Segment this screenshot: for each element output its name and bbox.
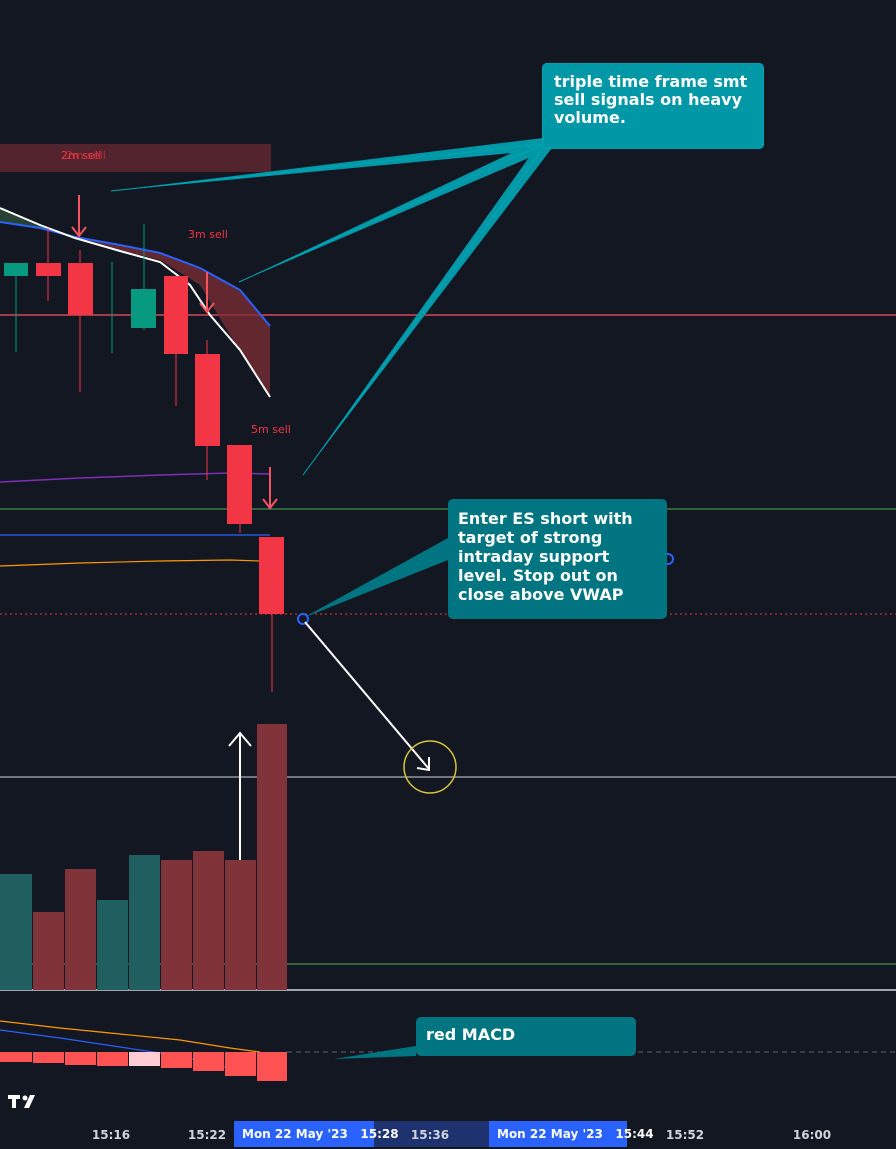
- sell-arrow-icon: [199, 272, 215, 314]
- signal-label-3m: 3m sell: [188, 228, 228, 241]
- pointer-smt-3: [303, 142, 552, 475]
- candle-bull: [4, 263, 28, 276]
- crosshair-time-label: Mon 22 May '23 15:44: [489, 1121, 654, 1147]
- macd-bar: [257, 1052, 287, 1081]
- macd-bar: [225, 1052, 256, 1076]
- time-axis-selection-range: [374, 1121, 489, 1147]
- time-tick-label: 15:36: [410, 1128, 450, 1142]
- volume-bar-bear: [193, 851, 224, 990]
- volume-bar-bear: [161, 860, 192, 990]
- crosshair-time-label: Mon 22 May '23 15:28: [234, 1121, 399, 1147]
- candle-bull: [131, 289, 156, 328]
- volume-arrow-head-icon: [228, 731, 252, 747]
- signal-label-2m: 2m sell: [61, 149, 101, 162]
- candle-bear: [36, 263, 61, 276]
- sell-arrow-icon: [71, 195, 87, 238]
- candles: [4, 224, 284, 692]
- pointer-smt-2-edge: [238, 142, 547, 283]
- macd-signal-line: [0, 1020, 261, 1053]
- crosshair-date: Mon 22 May '23: [242, 1127, 348, 1141]
- volume-bar-bear: [33, 912, 64, 990]
- tradingview-logo-icon[interactable]: [8, 1093, 40, 1109]
- candle-bear: [227, 445, 252, 524]
- anchor-handle[interactable]: [297, 613, 309, 625]
- time-tick-label: 15:52: [665, 1128, 705, 1142]
- macd-bar: [161, 1052, 192, 1068]
- candle-bear: [164, 276, 188, 354]
- blue-ema-line: [0, 221, 271, 327]
- time-tick-label: 16:00: [792, 1128, 832, 1142]
- macd-bar: [0, 1052, 32, 1062]
- macd-histogram: [0, 1052, 287, 1081]
- pointer-entry: [303, 538, 448, 618]
- target-arrow-head-icon: [416, 757, 430, 772]
- macd-bar: [65, 1052, 96, 1065]
- target-circle: [403, 740, 457, 794]
- volume-bar-bull: [97, 900, 128, 990]
- ema-cloud-green: [0, 208, 60, 232]
- candle-bear: [68, 263, 93, 315]
- pointer-macd: [334, 1046, 416, 1059]
- candle-bear: [195, 354, 220, 446]
- callout-smt-signals[interactable]: triple time frame smt sell signals on he…: [542, 63, 764, 149]
- crosshair-time: 15:28: [360, 1127, 399, 1141]
- volume-bar-bear: [257, 724, 287, 990]
- volume-bar-bull: [0, 874, 32, 990]
- signal-zone-box: [0, 144, 271, 172]
- signal-label-2m-overlap: 2m sell: [66, 149, 106, 162]
- sell-arrow-icon: [262, 467, 278, 510]
- macd-bar: [33, 1052, 64, 1063]
- candle-bear: [259, 537, 284, 614]
- callout-pointers: [111, 138, 552, 1059]
- volume-bars: [0, 724, 287, 990]
- sell-arrows: [71, 195, 278, 510]
- crosshair-date: Mon 22 May '23: [497, 1127, 603, 1141]
- volume-bar-bear: [225, 860, 256, 990]
- pointer-smt-2: [239, 138, 552, 282]
- time-tick-label: 15:16: [91, 1128, 131, 1142]
- callout-entry-plan[interactable]: Enter ES short with target of strong int…: [448, 499, 667, 619]
- white-ema-line: [0, 207, 271, 398]
- macd-bar: [97, 1052, 128, 1066]
- pointer-smt-1-edge: [110, 143, 544, 192]
- macd-bar: [193, 1052, 224, 1071]
- volume-bar-bear: [65, 869, 96, 990]
- vwap-line: [0, 559, 261, 567]
- target-arrow: [304, 621, 430, 770]
- signal-label-5m: 5m sell: [251, 423, 291, 436]
- pointer-smt-3-edge: [302, 144, 547, 476]
- time-tick-label: 15:22: [187, 1128, 227, 1142]
- ema-cloud-red: [75, 236, 270, 395]
- callout-red-macd[interactable]: red MACD: [416, 1017, 636, 1056]
- crosshair-time: 15:44: [615, 1127, 654, 1141]
- volume-bar-bull: [129, 855, 160, 990]
- macd-bar: [129, 1052, 160, 1066]
- pointer-smt-1: [111, 138, 543, 191]
